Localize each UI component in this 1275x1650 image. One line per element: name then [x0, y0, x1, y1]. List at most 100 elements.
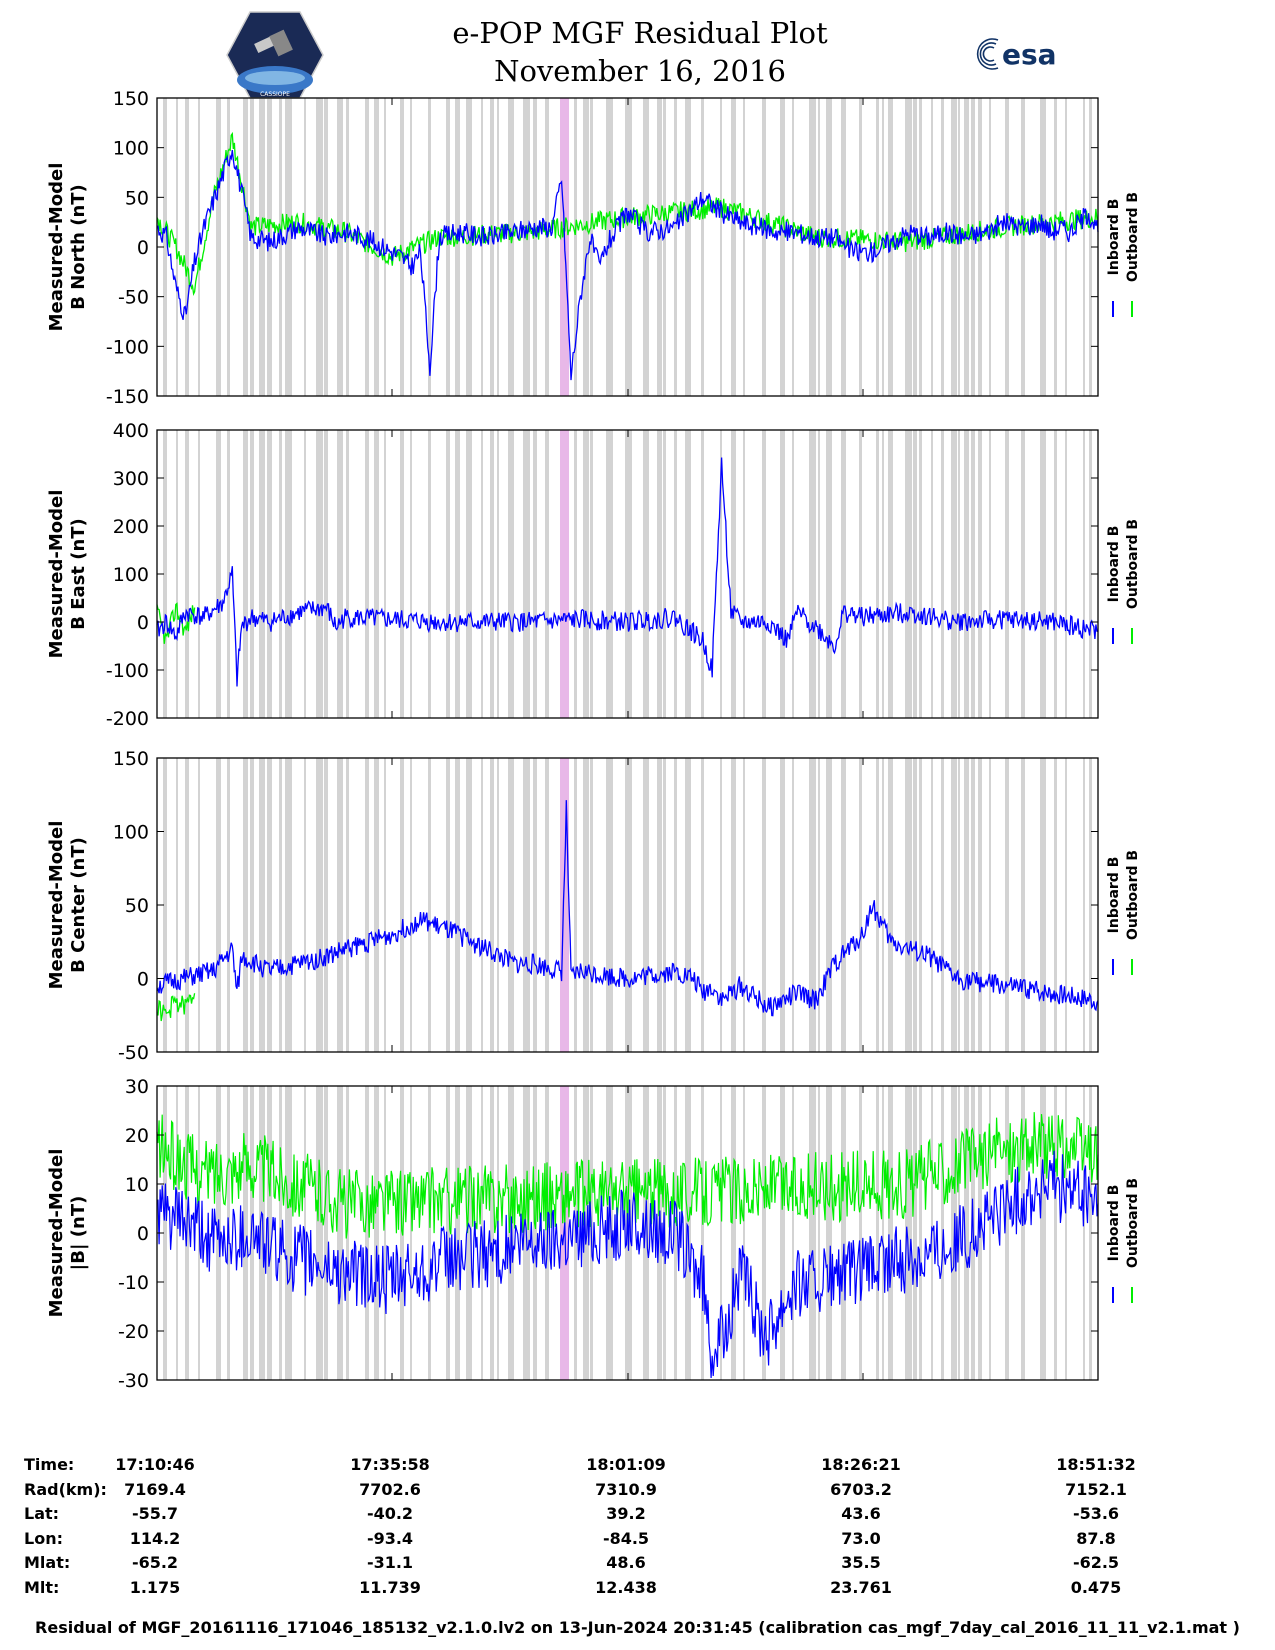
y-axis-label: Measured-ModelB North (nT)	[46, 163, 89, 332]
y-axis-label-line2: B North (nT)	[68, 184, 89, 310]
y-tick-label: -150	[106, 386, 149, 408]
data-gap-band	[533, 430, 537, 718]
data-gap-band	[365, 430, 369, 718]
data-gap-band	[625, 430, 632, 718]
data-gap-band	[720, 98, 722, 396]
data-gap-band	[250, 1086, 254, 1380]
data-gap-band	[1040, 98, 1046, 396]
cassiope-logo: CASSIOPE	[226, 11, 324, 99]
info-row-value: 7169.4	[124, 1479, 186, 1499]
y-tick-label: -200	[106, 708, 149, 730]
y-tick-label: 300	[113, 468, 149, 490]
data-gap-band	[481, 430, 483, 718]
data-gap-band	[743, 430, 745, 718]
data-gap-band	[731, 98, 736, 396]
data-gap-band	[365, 98, 369, 396]
data-gap-band	[574, 430, 577, 718]
data-gap-band	[913, 98, 917, 396]
data-gap-band	[606, 758, 613, 1052]
data-gap-band	[606, 98, 613, 396]
data-gap-band	[346, 430, 349, 718]
data-gap-band	[876, 758, 879, 1052]
data-gap-band	[583, 98, 589, 396]
y-tick-label: 30	[125, 1076, 149, 1098]
y-tick-label: 100	[113, 564, 149, 586]
y-tick-label: 400	[113, 420, 149, 442]
data-gap-band	[163, 758, 167, 1052]
data-gap-band	[533, 98, 537, 396]
data-gap-band	[481, 98, 483, 396]
data-gap-band	[176, 98, 178, 396]
data-gap-band	[876, 1086, 879, 1380]
data-gap-band	[374, 758, 379, 1052]
data-gap-band	[1083, 1086, 1085, 1380]
data-gap-band	[657, 758, 662, 1052]
data-gap-band	[324, 98, 328, 396]
y-tick-label: 50	[125, 187, 149, 209]
data-gap-band	[466, 1086, 472, 1380]
data-gap-band	[1083, 758, 1085, 1052]
data-gap-band	[882, 430, 884, 718]
data-gap-band	[792, 758, 794, 1052]
y-axis-label-line1: Measured-Model	[46, 163, 67, 332]
data-gap-band	[905, 430, 912, 718]
data-gap-band	[978, 430, 982, 718]
data-gap-band	[657, 98, 662, 396]
data-gap-band	[663, 758, 666, 1052]
data-gap-band	[674, 1086, 677, 1380]
data-gap-band	[643, 758, 649, 1052]
data-gap-band	[674, 430, 677, 718]
data-gap-band	[964, 98, 969, 396]
info-row-value: 17:35:58	[350, 1455, 430, 1474]
data-gap-band	[625, 98, 632, 396]
data-gap-band	[1054, 98, 1057, 396]
data-gap-band	[384, 758, 386, 1052]
info-row-label: Time:	[24, 1455, 75, 1474]
data-gap-band	[1021, 1086, 1025, 1380]
data-gap-band	[913, 1086, 917, 1380]
data-gap-band	[905, 758, 912, 1052]
info-row-value: -53.6	[1072, 1504, 1120, 1523]
data-gap-band	[989, 430, 991, 718]
info-row-value: -93.4	[366, 1528, 414, 1548]
data-gap-band	[971, 430, 975, 718]
data-gap-band	[508, 430, 514, 718]
info-row-value: 73.0	[841, 1528, 881, 1548]
data-gap-band	[958, 98, 960, 396]
data-gap-band	[780, 98, 785, 396]
data-gap-band	[964, 758, 969, 1052]
plot-title: e-POP MGF Residual Plot November 16, 201…	[380, 14, 900, 90]
data-gap-band	[176, 430, 178, 718]
data-gap-band	[809, 1086, 816, 1380]
data-gap-band	[466, 758, 472, 1052]
data-gap-band	[971, 758, 975, 1052]
data-gap-band	[841, 98, 846, 396]
data-gap-band	[1040, 758, 1046, 1052]
data-gap-band	[859, 430, 862, 718]
info-row-value: -62.5	[1072, 1553, 1120, 1572]
data-gap-band	[931, 758, 933, 1052]
data-gap-band	[919, 430, 922, 718]
data-gap-band	[978, 98, 982, 396]
data-gap-band	[1083, 430, 1085, 718]
data-gap-band	[941, 758, 944, 1052]
info-row-value: 0.475	[1070, 1577, 1122, 1597]
info-row-value: 18:26:21	[821, 1455, 901, 1474]
y-tick-label: -100	[106, 336, 149, 358]
data-gap-band	[583, 430, 589, 718]
data-gap-band	[304, 758, 306, 1052]
data-gap-band	[267, 758, 272, 1052]
y-axis-label-line2: B Center (nT)	[68, 837, 89, 973]
y-tick-label: -50	[118, 287, 149, 309]
data-gap-band	[455, 758, 460, 1052]
data-gap-band	[346, 98, 349, 396]
data-gap-band	[304, 98, 306, 396]
data-gap-band	[490, 98, 494, 396]
data-gap-band	[243, 1086, 248, 1380]
data-gap-band	[337, 758, 343, 1052]
data-gap-band	[859, 758, 862, 1052]
info-row: Mlt: 1.175 11.739 12.438 23.761 0.475	[18, 1578, 1258, 1603]
data-gap-band	[643, 1086, 649, 1380]
y-axis-label-line2: B East (nT)	[68, 518, 89, 630]
data-gap-band	[198, 758, 200, 1052]
